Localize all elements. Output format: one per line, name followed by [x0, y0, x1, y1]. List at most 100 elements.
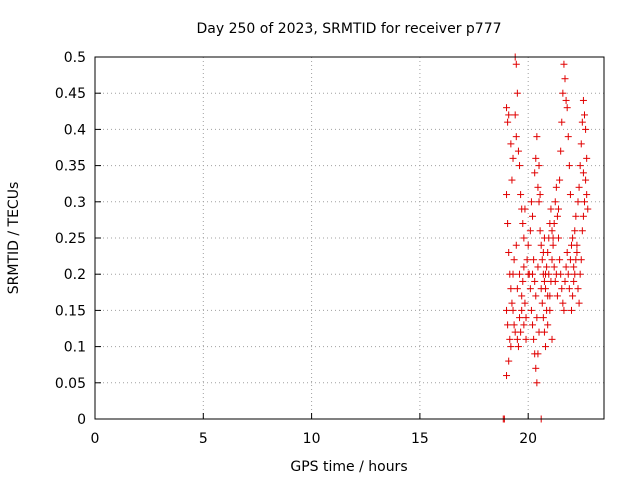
- x-tick-label: 5: [199, 431, 208, 447]
- data-point: [573, 241, 581, 249]
- x-tick-label: 15: [411, 431, 429, 447]
- data-point: [505, 357, 513, 365]
- data-point: [575, 299, 583, 307]
- data-point: [537, 241, 545, 249]
- data-point: [559, 89, 567, 97]
- data-point: [574, 285, 582, 293]
- data-point: [504, 220, 512, 228]
- data-point: [522, 314, 530, 322]
- y-tick-label: 0.3: [64, 195, 86, 211]
- data-point: [519, 220, 527, 228]
- data-point: [570, 263, 578, 271]
- data-point: [575, 183, 583, 191]
- data-point: [510, 256, 518, 264]
- data-point: [516, 314, 524, 322]
- chart-title: Day 250 of 2023, SRMTID for receiver p77…: [196, 21, 501, 37]
- data-point: [504, 118, 512, 126]
- data-marks: [499, 53, 592, 423]
- data-point: [556, 176, 564, 184]
- data-point: [578, 118, 586, 126]
- data-point: [536, 227, 544, 235]
- data-point: [531, 169, 539, 177]
- data-point: [529, 270, 537, 278]
- data-point: [532, 364, 540, 372]
- data-point: [577, 140, 585, 148]
- tick-labels: 0 0.05 0.1 0.15 0.2 0.25 0.3 0.35 0.4 0.45 0.5 0 5 10…: [55, 50, 537, 447]
- data-point: [508, 299, 516, 307]
- data-point: [533, 133, 541, 141]
- data-point: [548, 256, 556, 264]
- data-point: [530, 256, 538, 264]
- data-point: [552, 270, 560, 278]
- data-point: [507, 343, 515, 351]
- data-point: [555, 234, 563, 242]
- data-point: [583, 191, 591, 199]
- data-point: [533, 314, 541, 322]
- data-point: [521, 205, 529, 213]
- data-point: [548, 335, 556, 343]
- data-point: [547, 205, 555, 213]
- x-axis-label: GPS time / hours: [290, 459, 407, 475]
- data-point: [509, 270, 517, 278]
- data-point: [560, 306, 568, 314]
- data-point: [536, 191, 544, 199]
- data-point: [503, 191, 511, 199]
- data-point: [544, 292, 552, 300]
- data-point: [522, 335, 530, 343]
- grid-lines: [95, 57, 604, 419]
- data-point: [566, 191, 574, 199]
- data-point: [581, 198, 589, 206]
- data-point: [579, 169, 587, 177]
- y-tick-label: 0.4: [64, 122, 86, 138]
- data-point: [532, 154, 540, 162]
- data-point: [582, 125, 590, 133]
- plot-frame: [94, 56, 605, 420]
- data-point: [507, 285, 515, 293]
- data-point: [562, 263, 570, 271]
- data-point: [516, 162, 524, 170]
- data-point: [513, 285, 521, 293]
- data-point: [520, 234, 528, 242]
- data-point: [578, 227, 586, 235]
- data-point: [534, 350, 542, 358]
- data-point: [561, 75, 569, 83]
- y-tick-label: 0.25: [55, 231, 86, 247]
- y-tick-label: 0.35: [55, 159, 86, 175]
- y-tick-label: 0: [77, 412, 86, 428]
- data-point: [561, 277, 569, 285]
- data-point: [535, 198, 543, 206]
- data-point: [584, 205, 592, 213]
- data-point: [571, 227, 579, 235]
- data-point: [568, 306, 576, 314]
- data-point: [553, 292, 561, 300]
- data-point: [549, 241, 557, 249]
- data-point: [550, 263, 558, 271]
- data-point: [503, 104, 511, 112]
- data-point: [542, 343, 550, 351]
- data-point: [583, 154, 591, 162]
- data-point: [564, 133, 572, 141]
- data-point: [539, 314, 547, 322]
- data-point: [530, 335, 538, 343]
- data-point: [579, 96, 587, 104]
- data-point: [556, 256, 564, 264]
- x-tick-label: 0: [91, 431, 100, 447]
- data-point: [543, 263, 551, 271]
- data-point: [558, 118, 566, 126]
- data-point: [546, 220, 554, 228]
- data-point: [527, 306, 535, 314]
- data-point: [520, 263, 528, 271]
- data-point: [527, 198, 535, 206]
- data-point: [533, 379, 541, 387]
- data-point: [514, 147, 522, 155]
- data-point: [569, 292, 577, 300]
- data-point: [538, 256, 546, 264]
- data-point: [542, 270, 550, 278]
- data-point: [518, 306, 526, 314]
- data-point: [535, 162, 543, 170]
- y-tick-label: 0.15: [55, 303, 86, 319]
- data-point: [551, 198, 559, 206]
- data-point: [517, 191, 525, 199]
- data-point: [548, 227, 556, 235]
